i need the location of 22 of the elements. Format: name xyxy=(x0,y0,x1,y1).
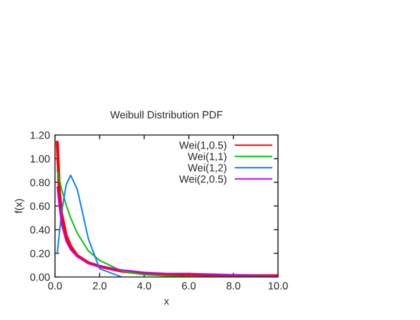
y-tick-label: 1.20 xyxy=(30,132,50,139)
chart-title: Weibull Distribution PDF xyxy=(110,110,222,118)
y-tick-label: 0.00 xyxy=(30,274,50,281)
y-axis-title: f(x) xyxy=(14,199,24,214)
x-tick-label: 8.0 xyxy=(226,282,240,290)
line-series xyxy=(56,186,278,277)
y-tick-label: 0.60 xyxy=(30,202,50,210)
legend-label: Wei(1,0.5) xyxy=(179,141,226,151)
x-tick-label: 4.0 xyxy=(137,282,152,290)
y-tick-label: 0.20 xyxy=(30,250,50,258)
line-series xyxy=(56,174,123,277)
x-tick-label: 2.0 xyxy=(92,282,106,290)
legend-label: Wei(1,1) xyxy=(188,152,226,162)
legend-label: Wei(2,0.5) xyxy=(179,175,226,185)
y-tick-label: 0.80 xyxy=(30,178,50,186)
x-tick-label: 10.0 xyxy=(268,282,288,290)
x-axis-title: x xyxy=(164,299,169,305)
y-tick-label: 0.40 xyxy=(30,226,50,234)
y-tick-label: 1.00 xyxy=(30,155,50,163)
x-tick-label: 0.0 xyxy=(48,282,62,290)
legend-label: Wei(1,2) xyxy=(188,164,226,174)
x-tick-label: 6.0 xyxy=(182,282,196,290)
